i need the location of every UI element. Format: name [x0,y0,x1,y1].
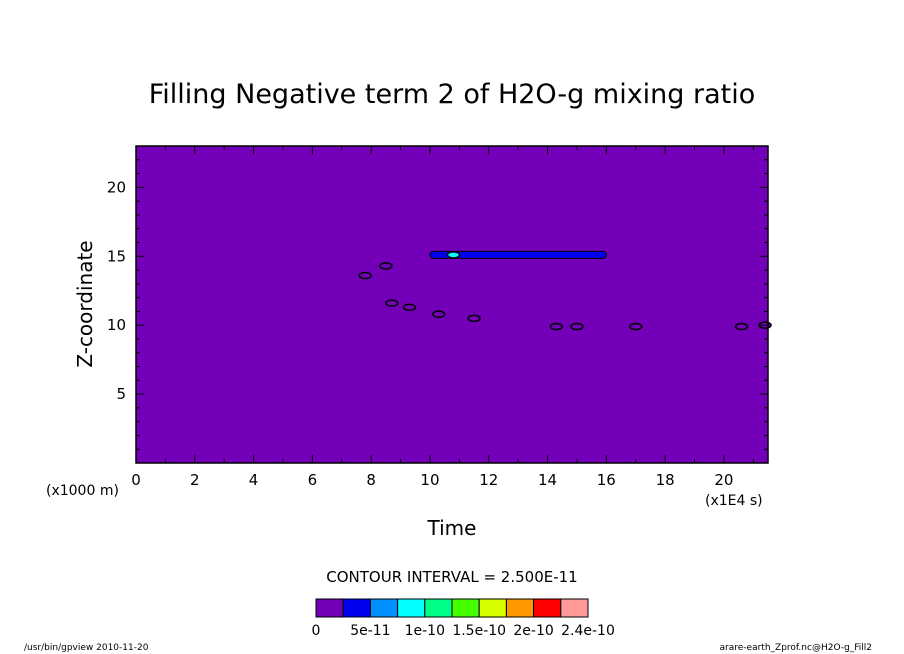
x-tick-label: 16 [597,471,616,489]
colorbar-label: 1e-10 [405,623,445,639]
contour-blob [402,303,417,312]
x-tick-label: 12 [479,471,498,489]
x-tick-label: 0 [131,471,141,489]
colorbar [315,598,589,618]
colorbar-swatch [451,598,480,618]
contour-blob [467,314,481,323]
contour-blob [570,322,584,331]
colorbar-swatch [478,598,507,618]
y-tick-label: 15 [107,247,126,265]
colorbar-label: 2.4e-10 [561,623,615,639]
contour-blob [628,322,643,331]
x-tick-label: 8 [366,471,376,489]
contour-features [358,250,772,331]
contour-band [429,250,607,259]
y-tick-label: 5 [116,385,126,403]
plot-frame [135,145,769,464]
x-tick-label: 10 [420,471,439,489]
colorbar-swatch [397,598,426,618]
colorbar-swatch [342,598,371,618]
y-axis-ticks: 5 10 15 20 [107,159,768,450]
contour-interval-label: CONTOUR INTERVAL = 2.500E-11 [326,568,577,586]
contour-blob [384,299,399,307]
y-axis-unit: (x1000 m) [46,483,119,499]
colorbar-labels: 0 5e-11 1e-10 1.5e-10 2e-10 2.4e-10 [312,623,615,639]
y-tick-label: 10 [107,316,126,334]
colorbar-label: 2e-10 [513,623,553,639]
colorbar-swatch [369,598,399,618]
plot-area [135,145,772,464]
colorbar-label: 5e-11 [350,623,390,639]
chart-title: Filling Negative term 2 of H2O-g mixing … [149,79,756,110]
y-tick-label: 20 [107,178,126,196]
colorbar-swatch [424,598,453,618]
x-axis-unit: (x1E4 s) [705,493,763,509]
contour-blob [734,322,749,331]
colorbar-label: 0 [312,623,321,639]
contour-blob [379,262,393,270]
colorbar-swatch [505,598,535,618]
x-tick-label: 6 [308,471,318,489]
footer-left: /usr/bin/gpview 2010-11-20 [24,643,149,653]
colorbar-swatch [533,598,562,618]
colorbar-label: 1.5e-10 [452,623,506,639]
colorbar-swatch [560,598,589,618]
x-tick-label: 2 [190,471,200,489]
x-tick-label: 4 [249,471,259,489]
colorbar-swatch [315,598,344,618]
contour-blob [446,251,461,259]
x-tick-label: 18 [656,471,675,489]
plot-background [136,146,768,463]
contour-blob [549,322,564,331]
x-axis-label: Time [427,516,477,540]
y-axis-label: Z-coordinate [73,240,97,367]
x-tick-label: 20 [714,471,733,489]
contour-blob [358,271,373,280]
contour-blob [432,310,446,318]
x-axis-ticks: 0 2 4 6 8 10 12 14 16 18 20 [131,146,754,489]
x-tick-label: 14 [538,471,557,489]
footer-right: arare-earth_Zprof.nc@H2O-g_Fill2 [720,643,872,653]
